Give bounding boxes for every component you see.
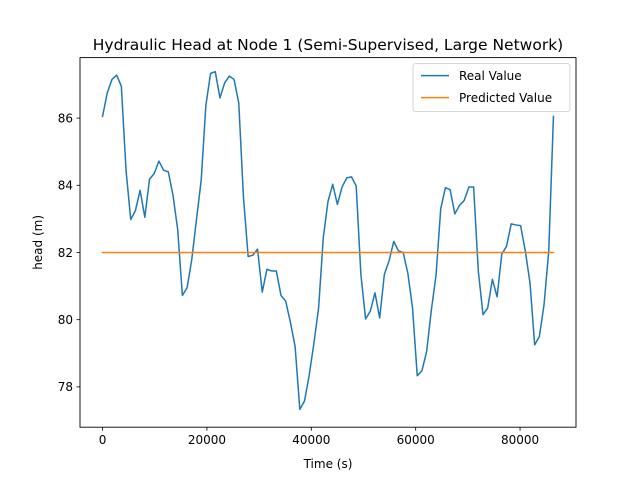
plot-frame — [79, 57, 577, 428]
chart-title: Hydraulic Head at Node 1 (Semi-Supervise… — [93, 36, 563, 54]
legend-label-0: Real Value — [459, 69, 522, 83]
x-axis: 0 20000 40000 60000 80000 — [99, 427, 539, 447]
y-tick-label: 80 — [58, 313, 73, 327]
y-axis-label: head (m) — [31, 215, 45, 270]
legend-box — [412, 63, 571, 112]
plot-series-group — [101, 70, 555, 411]
x-tick-label: 80000 — [501, 433, 539, 447]
y-tick-label: 82 — [58, 246, 73, 260]
y-axis: 78 80 82 84 86 — [58, 111, 80, 394]
y-tick-label: 78 — [58, 380, 73, 394]
x-tick-label: 0 — [99, 433, 107, 447]
x-tick-label: 60000 — [397, 433, 435, 447]
series-line-0 — [101, 70, 555, 411]
y-tick-label: 86 — [58, 111, 73, 125]
legend: Real Value Predicted Value — [412, 63, 571, 112]
x-axis-label: Time (s) — [303, 457, 353, 471]
x-tick-label: 40000 — [292, 433, 330, 447]
x-tick-label: 20000 — [188, 433, 226, 447]
legend-label-1: Predicted Value — [459, 91, 552, 105]
y-tick-label: 84 — [58, 179, 73, 193]
